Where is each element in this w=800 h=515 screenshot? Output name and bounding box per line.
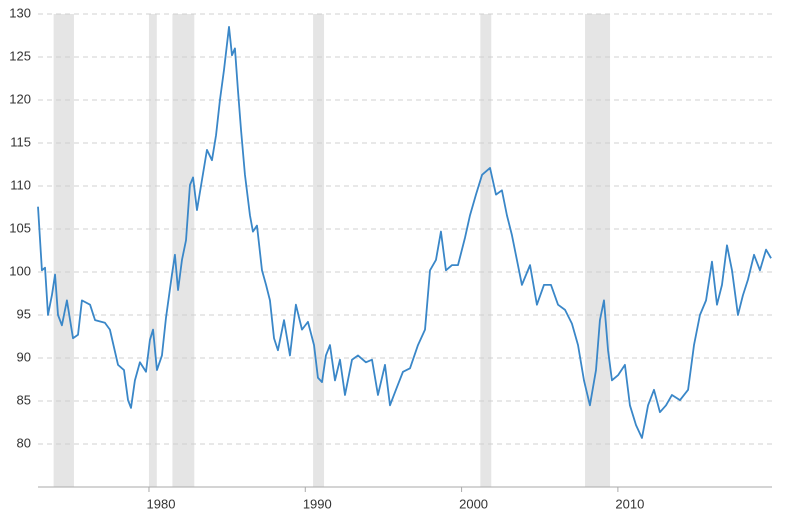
- x-tick-label: 2010: [615, 496, 644, 511]
- shaded-period: [53, 14, 74, 487]
- shaded-period: [148, 14, 157, 487]
- y-tick-label: 130: [9, 5, 31, 20]
- y-tick-label: 110: [10, 177, 31, 192]
- y-tick-label: 90: [17, 349, 31, 364]
- y-tick-label: 100: [9, 263, 31, 278]
- y-tick-label: 125: [9, 48, 31, 63]
- line-series: [37, 26, 772, 439]
- x-tick-label: 1990: [303, 496, 332, 511]
- y-tick-label: 115: [10, 134, 31, 149]
- y-tick-label: 95: [17, 306, 31, 321]
- y-tick-label: 80: [17, 435, 31, 450]
- x-tick-label: 2000: [459, 496, 488, 511]
- y-tick-label: 85: [17, 392, 31, 407]
- shaded-period: [480, 14, 492, 487]
- y-tick-label: 105: [9, 220, 31, 235]
- shaded-period: [313, 14, 325, 487]
- y-tick-label: 120: [9, 91, 31, 106]
- x-tick-label: 1980: [147, 496, 176, 511]
- shaded-period: [585, 14, 611, 487]
